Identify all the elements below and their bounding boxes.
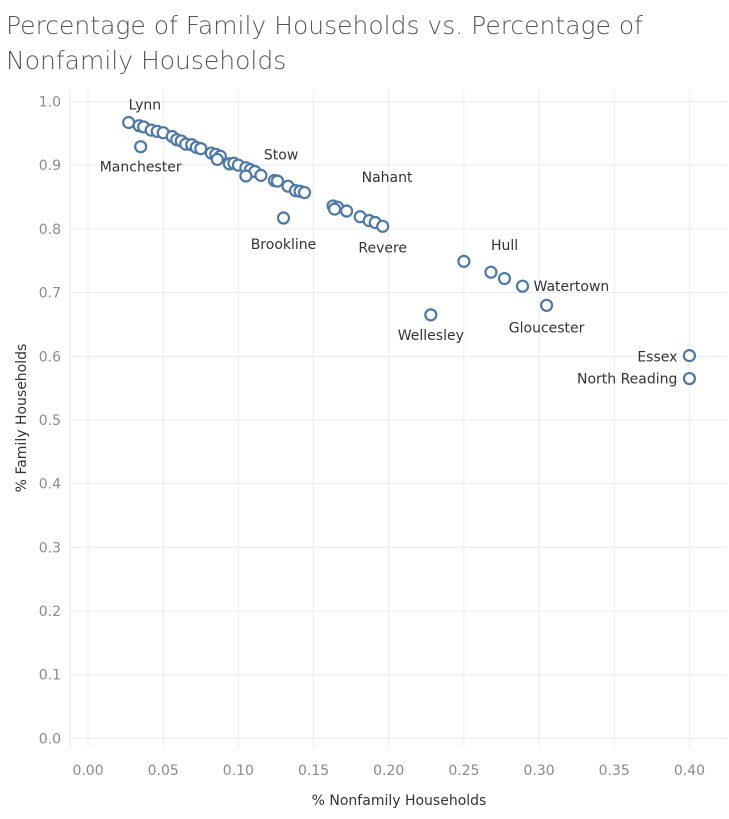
point-label: Brookline: [251, 237, 317, 253]
x-axis-title: % Nonfamily Households: [312, 793, 487, 809]
data-point: [210, 152, 224, 167]
data-point: [254, 168, 268, 182]
chart-title: Percentage of Family Households vs. Perc…: [6, 11, 643, 75]
point-label: Hull: [491, 238, 518, 254]
x-tick-label: 0.00: [72, 763, 103, 779]
y-tick-label: 0.1: [39, 668, 61, 684]
data-point: [340, 204, 354, 218]
x-tick-label: 0.10: [223, 763, 254, 779]
data-point: [239, 169, 253, 183]
y-tick-label: 0.5: [39, 413, 61, 429]
y-tick-label: 0.4: [39, 477, 61, 493]
data-point: [270, 174, 285, 188]
x-tick-label: 0.35: [599, 763, 630, 779]
point-label: Nahant: [362, 170, 413, 186]
y-tick-label: 0.0: [39, 731, 61, 747]
point-label: Gloucester: [509, 320, 585, 336]
data-point: [457, 254, 471, 268]
y-tick-label: 0.9: [39, 158, 61, 174]
point-label: Essex: [637, 350, 677, 366]
point-labels: Lynn Manchester Stow Brookline Nahant Revere H…: [100, 97, 678, 387]
data-point: [682, 371, 697, 386]
y-tick-label: 0.8: [39, 222, 61, 238]
data-point: [122, 115, 136, 130]
x-tick-label: 0.40: [674, 763, 705, 779]
data-point: [539, 298, 554, 312]
x-tick-label: 0.25: [448, 763, 479, 779]
data-point: [484, 265, 498, 279]
y-tick-label: 0.6: [39, 349, 61, 365]
point-label: Lynn: [129, 97, 162, 113]
y-axis-title: % Family Households: [14, 344, 30, 493]
x-axis-ticks: 0.00 0.05 0.10 0.15 0.20 0.25 0.30 0.35 0.40: [72, 763, 705, 779]
data-point: [515, 279, 530, 293]
y-tick-label: 0.2: [39, 604, 61, 620]
point-label: Manchester: [100, 160, 182, 176]
y-tick-label: 1.0: [39, 94, 61, 110]
grid-lines: [70, 90, 727, 748]
point-label: Revere: [358, 240, 407, 256]
data-point: [376, 219, 390, 233]
x-tick-label: 0.30: [523, 763, 554, 779]
data-point: [194, 142, 208, 156]
data-point: [424, 308, 438, 322]
y-tick-label: 0.3: [39, 540, 61, 556]
point-label: Stow: [264, 148, 298, 164]
data-point: [328, 202, 342, 216]
point-label: Watertown: [534, 279, 610, 295]
data-point: [134, 140, 148, 154]
y-axis-ticks: 0.0 0.1 0.2 0.3 0.4 0.5 0.6 0.7 0.8 0.9 1.0: [39, 94, 61, 747]
data-point: [297, 185, 312, 200]
point-label: North Reading: [577, 372, 677, 388]
data-points: [122, 115, 697, 386]
data-point: [497, 271, 512, 286]
data-point: [276, 211, 291, 225]
x-tick-label: 0.15: [298, 763, 329, 779]
y-tick-label: 0.7: [39, 286, 61, 302]
data-point: [682, 349, 697, 363]
x-tick-label: 0.20: [373, 763, 404, 779]
x-tick-label: 0.05: [148, 763, 179, 779]
point-label: Wellesley: [398, 328, 464, 344]
